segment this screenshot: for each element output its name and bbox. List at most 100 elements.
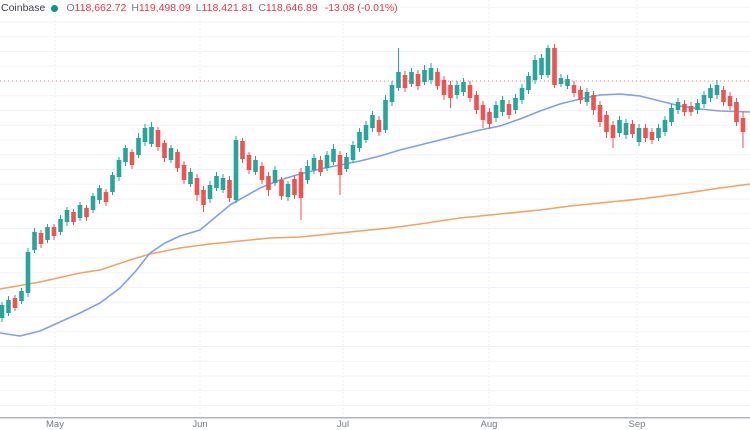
- candle-body[interactable]: [396, 72, 401, 88]
- time-axis[interactable]: May Jun Jul Aug Sep: [0, 419, 750, 430]
- candle-body[interactable]: [32, 232, 37, 250]
- candle-body[interactable]: [84, 208, 89, 217]
- candle-body[interactable]: [259, 166, 265, 180]
- candle-body[interactable]: [474, 95, 479, 110]
- candle-body[interactable]: [461, 82, 466, 92]
- candle-body[interactable]: [136, 138, 141, 155]
- candle-body[interactable]: [415, 74, 421, 86]
- candle-body[interactable]: [454, 85, 460, 95]
- candle-body[interactable]: [181, 165, 187, 180]
- candle-body[interactable]: [526, 76, 531, 90]
- candle-body[interactable]: [51, 227, 57, 236]
- candle-body[interactable]: [272, 170, 278, 183]
- candle-body[interactable]: [227, 180, 232, 198]
- candle-body[interactable]: [604, 115, 609, 132]
- candle-body[interactable]: [519, 88, 525, 100]
- candle-body[interactable]: [279, 180, 284, 196]
- candle-body[interactable]: [708, 88, 713, 98]
- candle-body[interactable]: [0, 305, 5, 318]
- candle-body[interactable]: [695, 103, 700, 110]
- candle-body[interactable]: [207, 185, 213, 199]
- candle-body[interactable]: [539, 58, 544, 75]
- candle-body[interactable]: [19, 291, 24, 301]
- candle-body[interactable]: [532, 60, 538, 80]
- candle-body[interactable]: [123, 148, 128, 162]
- candle-body[interactable]: [188, 172, 193, 184]
- candle-body[interactable]: [370, 115, 375, 128]
- candle-body[interactable]: [669, 108, 674, 122]
- candle-body[interactable]: [662, 120, 668, 132]
- candle-body[interactable]: [6, 300, 11, 313]
- candle-body[interactable]: [545, 48, 551, 75]
- candle-body[interactable]: [116, 160, 122, 177]
- candle-body[interactable]: [214, 176, 219, 188]
- candle-body[interactable]: [597, 105, 603, 122]
- candle-body[interactable]: [25, 252, 31, 293]
- candle-body[interactable]: [623, 123, 629, 135]
- candle-body[interactable]: [630, 124, 635, 134]
- candle-body[interactable]: [12, 298, 18, 308]
- candle-body[interactable]: [727, 96, 733, 106]
- candle-body[interactable]: [266, 176, 271, 190]
- candle-body[interactable]: [448, 85, 453, 98]
- candle-body[interactable]: [480, 105, 486, 120]
- candle-body[interactable]: [513, 98, 518, 110]
- candle-body[interactable]: [71, 212, 76, 222]
- candle-body[interactable]: [610, 125, 616, 138]
- ma-fast-line[interactable]: [0, 93, 750, 337]
- candle-body[interactable]: [389, 85, 395, 102]
- candle-body[interactable]: [77, 205, 83, 218]
- candle-body[interactable]: [142, 128, 148, 142]
- candle-body[interactable]: [688, 106, 694, 112]
- candle-body[interactable]: [656, 128, 661, 138]
- candle-body[interactable]: [318, 160, 323, 172]
- candle-body[interactable]: [298, 172, 304, 198]
- candle-body[interactable]: [578, 90, 583, 100]
- candle-body[interactable]: [64, 210, 70, 222]
- candle-body[interactable]: [383, 100, 388, 130]
- candle-body[interactable]: [682, 104, 687, 112]
- symbol-legend[interactable]: Coinbase O118,662.72 H119,498.09 L118,42…: [1, 2, 398, 14]
- candle-body[interactable]: [487, 112, 492, 124]
- candle-body[interactable]: [240, 141, 245, 159]
- candle-body[interactable]: [376, 120, 382, 132]
- candle-body[interactable]: [734, 102, 739, 122]
- candle-body[interactable]: [337, 155, 343, 175]
- candle-body[interactable]: [435, 72, 440, 86]
- candle-body[interactable]: [357, 132, 362, 148]
- candle-body[interactable]: [149, 127, 154, 144]
- candle-body[interactable]: [591, 95, 596, 110]
- candle-body[interactable]: [58, 219, 63, 232]
- candle-body[interactable]: [168, 148, 174, 160]
- candle-body[interactable]: [344, 157, 349, 169]
- candle-body[interactable]: [110, 175, 115, 192]
- candle-body[interactable]: [233, 140, 239, 200]
- candle-body[interactable]: [363, 125, 369, 140]
- candle-body[interactable]: [422, 70, 427, 82]
- candle-body[interactable]: [428, 68, 434, 80]
- candle-body[interactable]: [493, 105, 499, 118]
- candle-body[interactable]: [285, 184, 291, 197]
- candle-body[interactable]: [201, 190, 206, 205]
- candle-body[interactable]: [467, 85, 473, 98]
- candle-body[interactable]: [162, 143, 167, 158]
- candle-body[interactable]: [38, 233, 44, 244]
- candle-body[interactable]: [220, 178, 226, 190]
- candle-body[interactable]: [617, 120, 622, 133]
- candle-body[interactable]: [45, 227, 50, 240]
- candle-body[interactable]: [292, 179, 297, 195]
- candle-body[interactable]: [175, 152, 180, 168]
- candle-body[interactable]: [246, 155, 252, 170]
- candle-body[interactable]: [500, 100, 505, 112]
- candle-body[interactable]: [701, 95, 707, 104]
- candle-body[interactable]: [324, 155, 330, 168]
- candle-body[interactable]: [552, 48, 557, 85]
- candle-body[interactable]: [506, 104, 512, 115]
- candle-body[interactable]: [90, 196, 96, 210]
- ma-slow-line[interactable]: [0, 183, 750, 290]
- candle-body[interactable]: [103, 192, 109, 202]
- candle-body[interactable]: [97, 188, 102, 200]
- candle-body[interactable]: [714, 85, 720, 95]
- candle-body[interactable]: [740, 118, 746, 132]
